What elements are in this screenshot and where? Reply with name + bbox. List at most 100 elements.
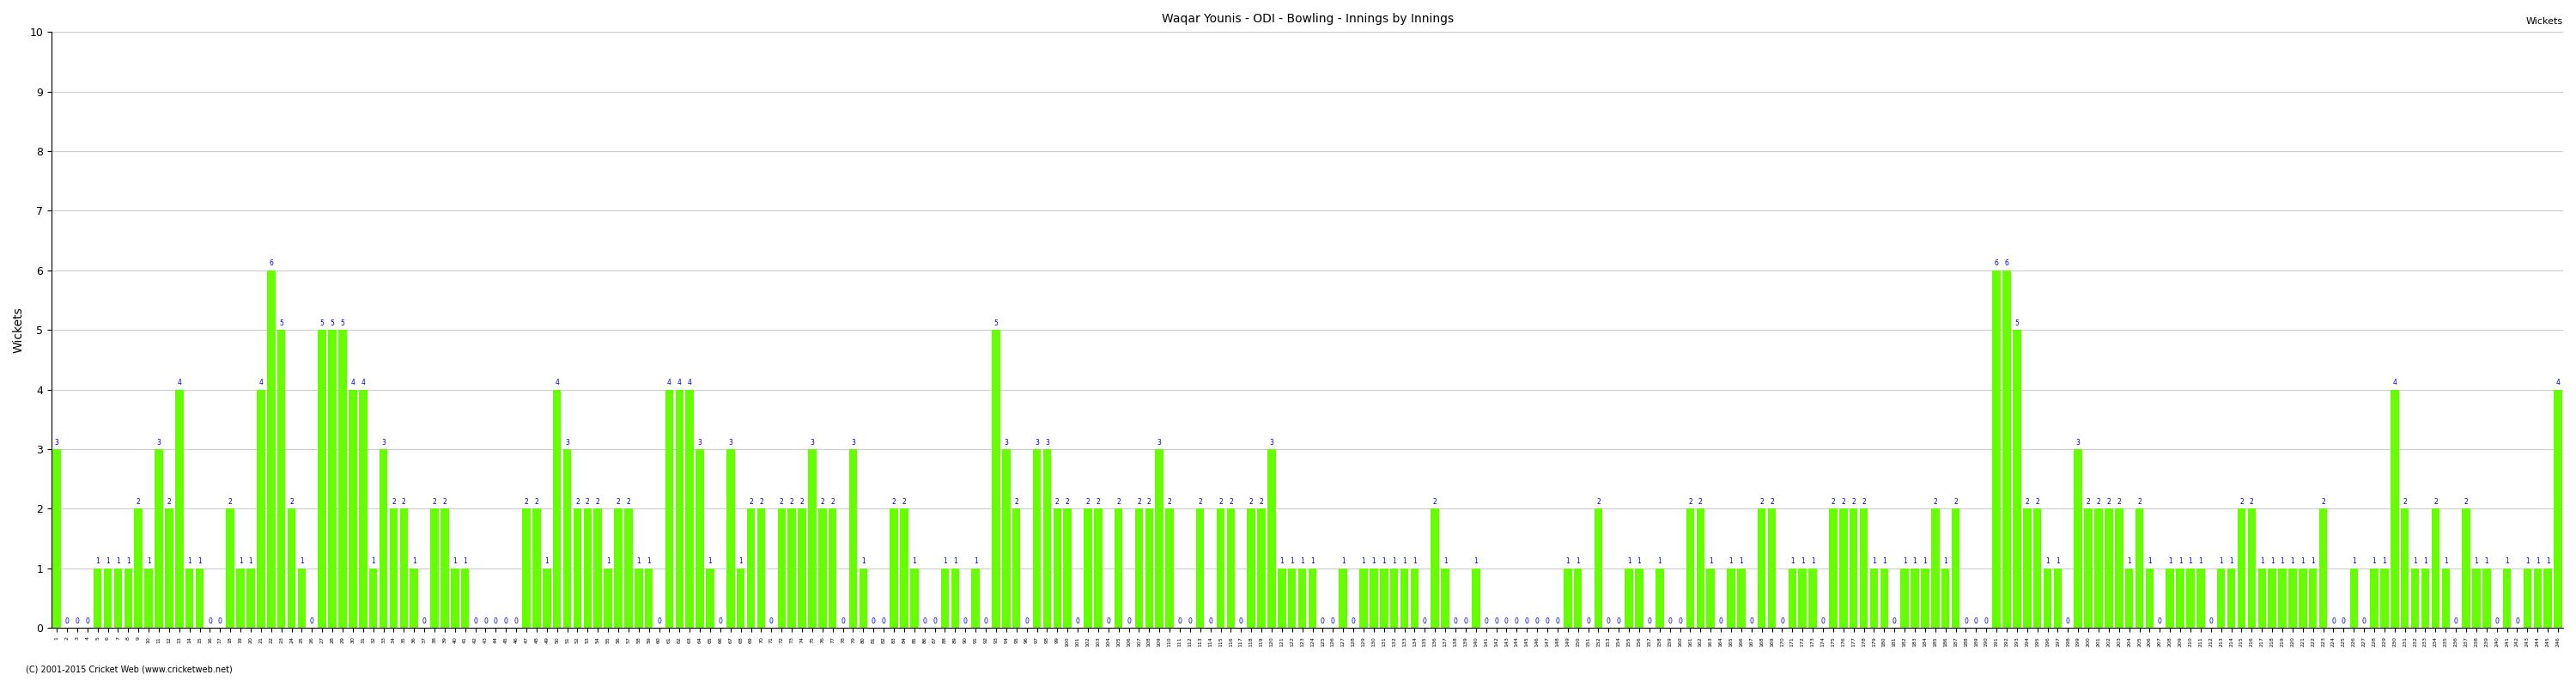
- Text: 2: 2: [1249, 498, 1255, 506]
- Text: 0: 0: [2455, 618, 2458, 625]
- Text: 2: 2: [1260, 498, 1262, 506]
- Bar: [603, 568, 613, 628]
- Bar: [1298, 568, 1306, 628]
- Text: 2: 2: [574, 498, 580, 506]
- Bar: [2084, 509, 2092, 628]
- Text: 1: 1: [708, 558, 711, 565]
- Text: 1: 1: [2311, 558, 2316, 565]
- Text: 2: 2: [1852, 498, 1855, 506]
- Bar: [1267, 449, 1275, 628]
- Bar: [696, 449, 703, 628]
- Bar: [52, 449, 62, 628]
- Text: 2: 2: [2239, 498, 2244, 506]
- Text: 2: 2: [819, 498, 824, 506]
- Bar: [2249, 509, 2257, 628]
- Text: 3: 3: [1046, 438, 1048, 446]
- Text: 1: 1: [2300, 558, 2306, 565]
- Text: 1: 1: [106, 558, 111, 565]
- Text: 0: 0: [1984, 618, 1989, 625]
- Bar: [1288, 568, 1296, 628]
- Text: 2: 2: [791, 498, 793, 506]
- Bar: [2115, 509, 2123, 628]
- Text: 1: 1: [250, 558, 252, 565]
- Bar: [706, 568, 714, 628]
- Text: 0: 0: [2362, 618, 2367, 625]
- Bar: [737, 568, 744, 628]
- Text: 0: 0: [1177, 618, 1182, 625]
- Y-axis label: Wickets: Wickets: [13, 307, 26, 353]
- Text: 1: 1: [912, 558, 917, 565]
- Bar: [1154, 449, 1164, 628]
- Text: 0: 0: [484, 618, 487, 625]
- Text: 2: 2: [2249, 498, 2254, 506]
- Text: 2: 2: [1432, 498, 1437, 506]
- Text: (C) 2001-2015 Cricket Web (www.cricketweb.net): (C) 2001-2015 Cricket Web (www.cricketwe…: [26, 665, 232, 673]
- Text: 3: 3: [809, 438, 814, 446]
- Bar: [113, 568, 121, 628]
- Text: 2: 2: [433, 498, 435, 506]
- Bar: [2535, 568, 2543, 628]
- Text: 1: 1: [1311, 558, 1314, 565]
- Text: 2: 2: [1770, 498, 1775, 506]
- Bar: [1829, 509, 1837, 628]
- Bar: [799, 509, 806, 628]
- Bar: [564, 449, 572, 628]
- Text: 0: 0: [2066, 618, 2071, 625]
- Bar: [1911, 568, 1919, 628]
- Bar: [2022, 509, 2032, 628]
- Text: 2: 2: [2025, 498, 2030, 506]
- Bar: [1360, 568, 1368, 628]
- Text: 0: 0: [1105, 618, 1110, 625]
- Bar: [1012, 509, 1020, 628]
- Bar: [227, 509, 234, 628]
- Text: 1: 1: [860, 558, 866, 565]
- Bar: [788, 509, 796, 628]
- Text: 2: 2: [2117, 498, 2120, 506]
- Text: 3: 3: [729, 438, 732, 446]
- Text: 0: 0: [1239, 618, 1244, 625]
- Bar: [175, 390, 183, 628]
- Bar: [2543, 568, 2553, 628]
- Text: 6: 6: [2004, 260, 2009, 267]
- Text: 0: 0: [2208, 618, 2213, 625]
- Text: 2: 2: [229, 498, 232, 506]
- Bar: [2380, 568, 2388, 628]
- Text: 0: 0: [1453, 618, 1458, 625]
- Text: 0: 0: [1025, 618, 1028, 625]
- Bar: [2228, 568, 2236, 628]
- Text: 0: 0: [1749, 618, 1754, 625]
- Text: 1: 1: [1401, 558, 1406, 565]
- Bar: [289, 509, 296, 628]
- Bar: [93, 568, 100, 628]
- Text: 1: 1: [299, 558, 304, 565]
- Text: 1: 1: [1342, 558, 1345, 565]
- Bar: [1625, 568, 1633, 628]
- Bar: [675, 390, 683, 628]
- Bar: [1736, 568, 1747, 628]
- Bar: [358, 390, 368, 628]
- Text: 0: 0: [505, 618, 507, 625]
- Bar: [1932, 509, 1940, 628]
- Bar: [1839, 509, 1847, 628]
- Bar: [247, 568, 255, 628]
- Bar: [185, 568, 193, 628]
- Text: 4: 4: [258, 379, 263, 387]
- Bar: [2146, 568, 2154, 628]
- Text: 2: 2: [829, 498, 835, 506]
- Bar: [379, 449, 386, 628]
- Text: 2: 2: [616, 498, 621, 506]
- Bar: [278, 330, 286, 628]
- Text: 3: 3: [1157, 438, 1162, 446]
- Text: 1: 1: [412, 558, 417, 565]
- Text: 2: 2: [781, 498, 783, 506]
- Text: 2: 2: [1198, 498, 1203, 506]
- Bar: [144, 568, 152, 628]
- Bar: [940, 568, 948, 628]
- Text: 2: 2: [536, 498, 538, 506]
- Bar: [585, 509, 592, 628]
- Bar: [1656, 568, 1664, 628]
- Bar: [2308, 568, 2316, 628]
- Bar: [1257, 509, 1265, 628]
- Text: 1: 1: [1370, 558, 1376, 565]
- Bar: [1309, 568, 1316, 628]
